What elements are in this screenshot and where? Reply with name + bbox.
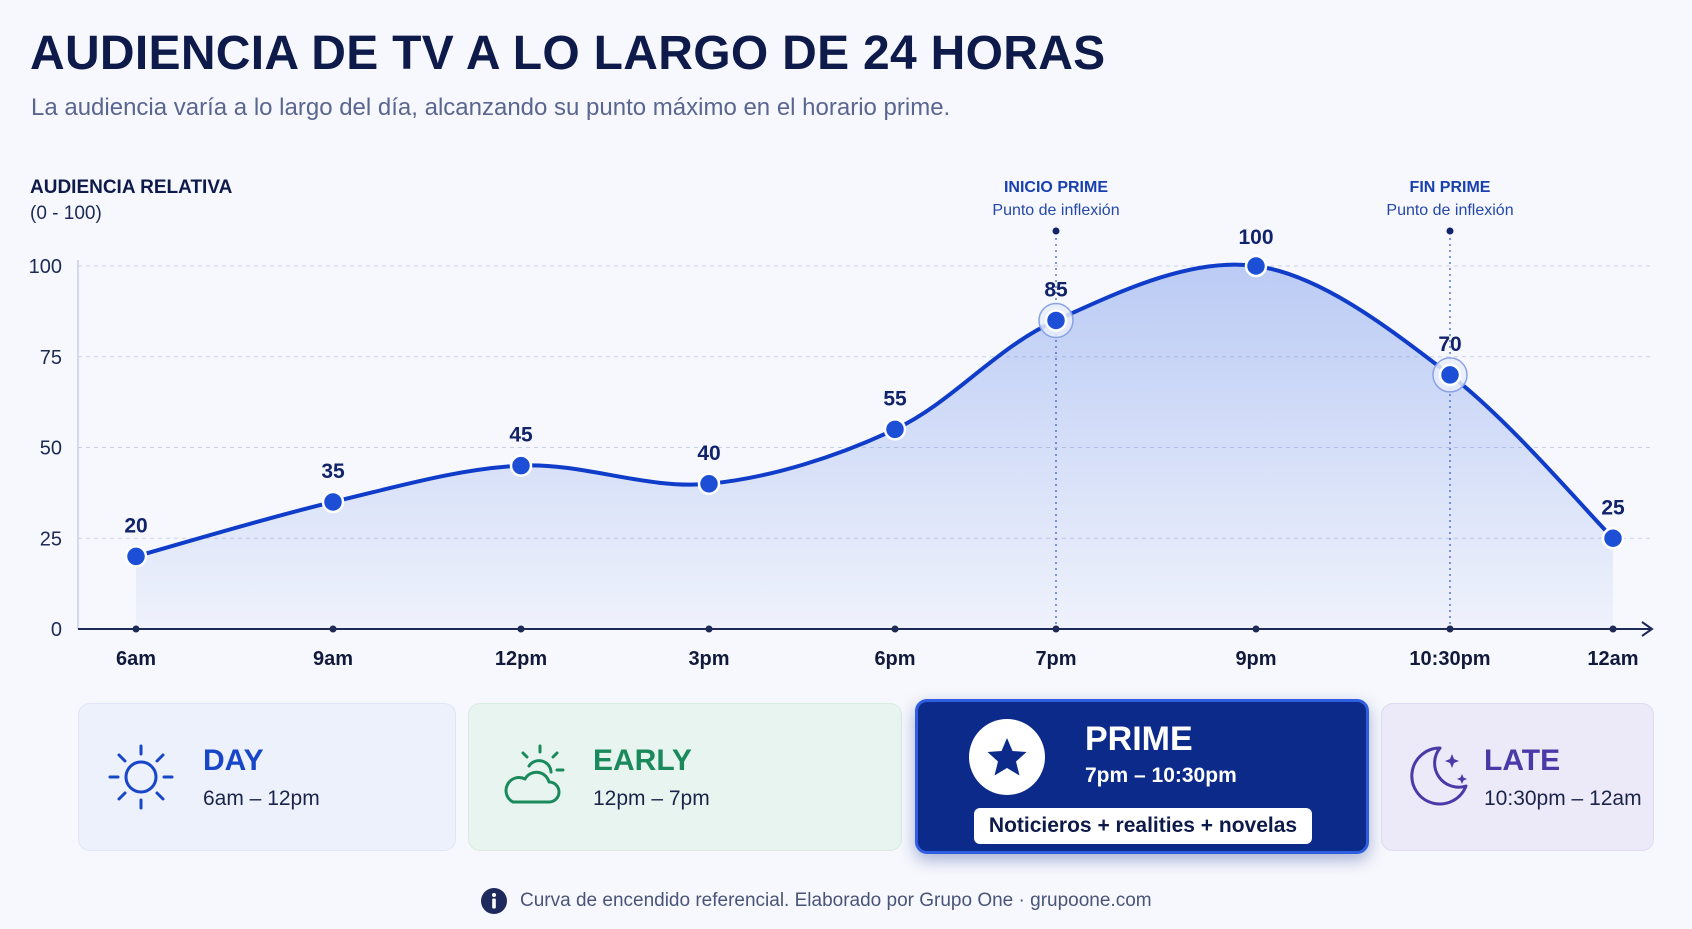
y-axis-label: AUDIENCIA RELATIVA (30, 177, 233, 198)
data-label: 100 (1238, 226, 1273, 249)
info-icon (481, 888, 507, 914)
y-tick-label: 100 (29, 256, 62, 278)
x-tick-mark (1609, 625, 1617, 633)
data-point (124, 545, 148, 568)
segment-name-prime: PRIME (1085, 720, 1193, 758)
x-tick-label: 9pm (1235, 648, 1276, 670)
data-label: 45 (509, 424, 533, 447)
chart-title: AUDIENCIA DE TV A LO LARGO DE 24 HORAS (30, 27, 1106, 80)
annotation-dot (1052, 227, 1060, 235)
x-tick-mark (1446, 625, 1454, 633)
annotations: INICIO PRIME Punto de inflexión FIN PRIME P… (992, 179, 1514, 629)
data-label: 70 (1438, 333, 1461, 356)
segment-card-prime: PRIME 7pm – 10:30pm Noticieros + realiti… (915, 699, 1369, 854)
segment-range-early: 12pm – 7pm (593, 787, 710, 810)
annotation-subtitle: Punto de inflexión (1386, 202, 1513, 219)
sun-cloud-icon (504, 744, 565, 804)
data-point (1244, 254, 1268, 278)
segment-card-early: EARLY 12pm – 7pm (468, 703, 902, 851)
x-axis (78, 621, 1654, 637)
sun-icon (108, 744, 174, 810)
data-label: 25 (1601, 496, 1625, 519)
y-tick-label: 50 (40, 438, 62, 460)
x-tick-mark (132, 625, 140, 633)
x-tick-label: 3pm (688, 648, 729, 670)
segment-card-day: DAY 6am – 12pm (78, 703, 456, 851)
y-tick-label: 75 (40, 347, 62, 369)
y-tick-labels: 0 25 50 75 100 (29, 256, 62, 641)
x-tick-label: 7pm (1035, 648, 1076, 670)
data-point (1438, 363, 1462, 387)
x-tick-mark (1252, 625, 1260, 633)
segment-range-late: 10:30pm – 12am (1484, 787, 1642, 810)
series-line (134, 262, 1615, 559)
data-point (1044, 309, 1068, 332)
segment-range-prime: 7pm – 10:30pm (1085, 764, 1237, 787)
audience-chart: AUDIENCIA RELATIVA (0 - 100) 0255075100 … (29, 177, 1654, 670)
annotation-subtitle: Punto de inflexión (992, 202, 1119, 219)
prime-content-pill: Noticieros + realities + novelas (974, 808, 1312, 844)
x-tick-mark (517, 625, 525, 633)
segment-name-early: EARLY (593, 744, 692, 777)
segment-card-late: LATE 10:30pm – 12am (1381, 703, 1654, 851)
data-point (697, 472, 721, 496)
annotation-title: INICIO PRIME (1004, 179, 1108, 196)
x-tick-label: 6pm (874, 648, 915, 670)
area-fill (136, 264, 1613, 629)
data-point (883, 418, 907, 441)
x-axis-arrow (1641, 621, 1654, 637)
x-tick-label: 12pm (495, 648, 547, 670)
data-label: 20 (124, 514, 147, 537)
data-labels: 20 35 45 40 55 85 100 70 25 (124, 226, 1625, 537)
data-label: 40 (697, 442, 720, 465)
data-label: 85 (1044, 278, 1068, 301)
data-label: 35 (321, 460, 345, 483)
x-tick-mark (329, 625, 337, 633)
segment-name-late: LATE (1484, 744, 1561, 777)
data-label: 55 (883, 387, 907, 410)
x-tick-label: 9am (313, 648, 353, 670)
chart-subtitle: La audiencia varía a lo largo del día, a… (31, 94, 951, 121)
star-icon (969, 719, 1045, 795)
segment-name-day: DAY (203, 744, 264, 777)
footer-note: Curva de encendido referencial. Elaborad… (480, 887, 1152, 915)
data-points (124, 254, 1625, 568)
data-point (321, 490, 345, 514)
y-axis-range-label: (0 - 100) (30, 203, 102, 224)
x-tick-mark (705, 625, 713, 633)
x-tick-mark (1052, 625, 1060, 633)
segment-range-day: 6am – 12pm (203, 787, 320, 810)
y-tick-label: 0 (51, 619, 62, 641)
footer-text: Curva de encendido referencial. Elaborad… (520, 890, 1152, 911)
x-tick-label: 12am (1587, 648, 1638, 670)
data-point (509, 454, 533, 477)
data-point (1601, 527, 1625, 550)
moon-stars-icon (1410, 746, 1468, 806)
x-tick-label: 10:30pm (1409, 648, 1490, 670)
x-tick-labels: 6am 9am 12pm 3pm 6pm 7pm 9pm 10:30pm 12am (116, 625, 1639, 670)
x-tick-label: 6am (116, 648, 156, 670)
y-tick-label: 25 (40, 528, 62, 550)
annotation-title: FIN PRIME (1410, 179, 1491, 196)
annotation-dot (1446, 227, 1454, 235)
x-tick-mark (891, 625, 899, 633)
